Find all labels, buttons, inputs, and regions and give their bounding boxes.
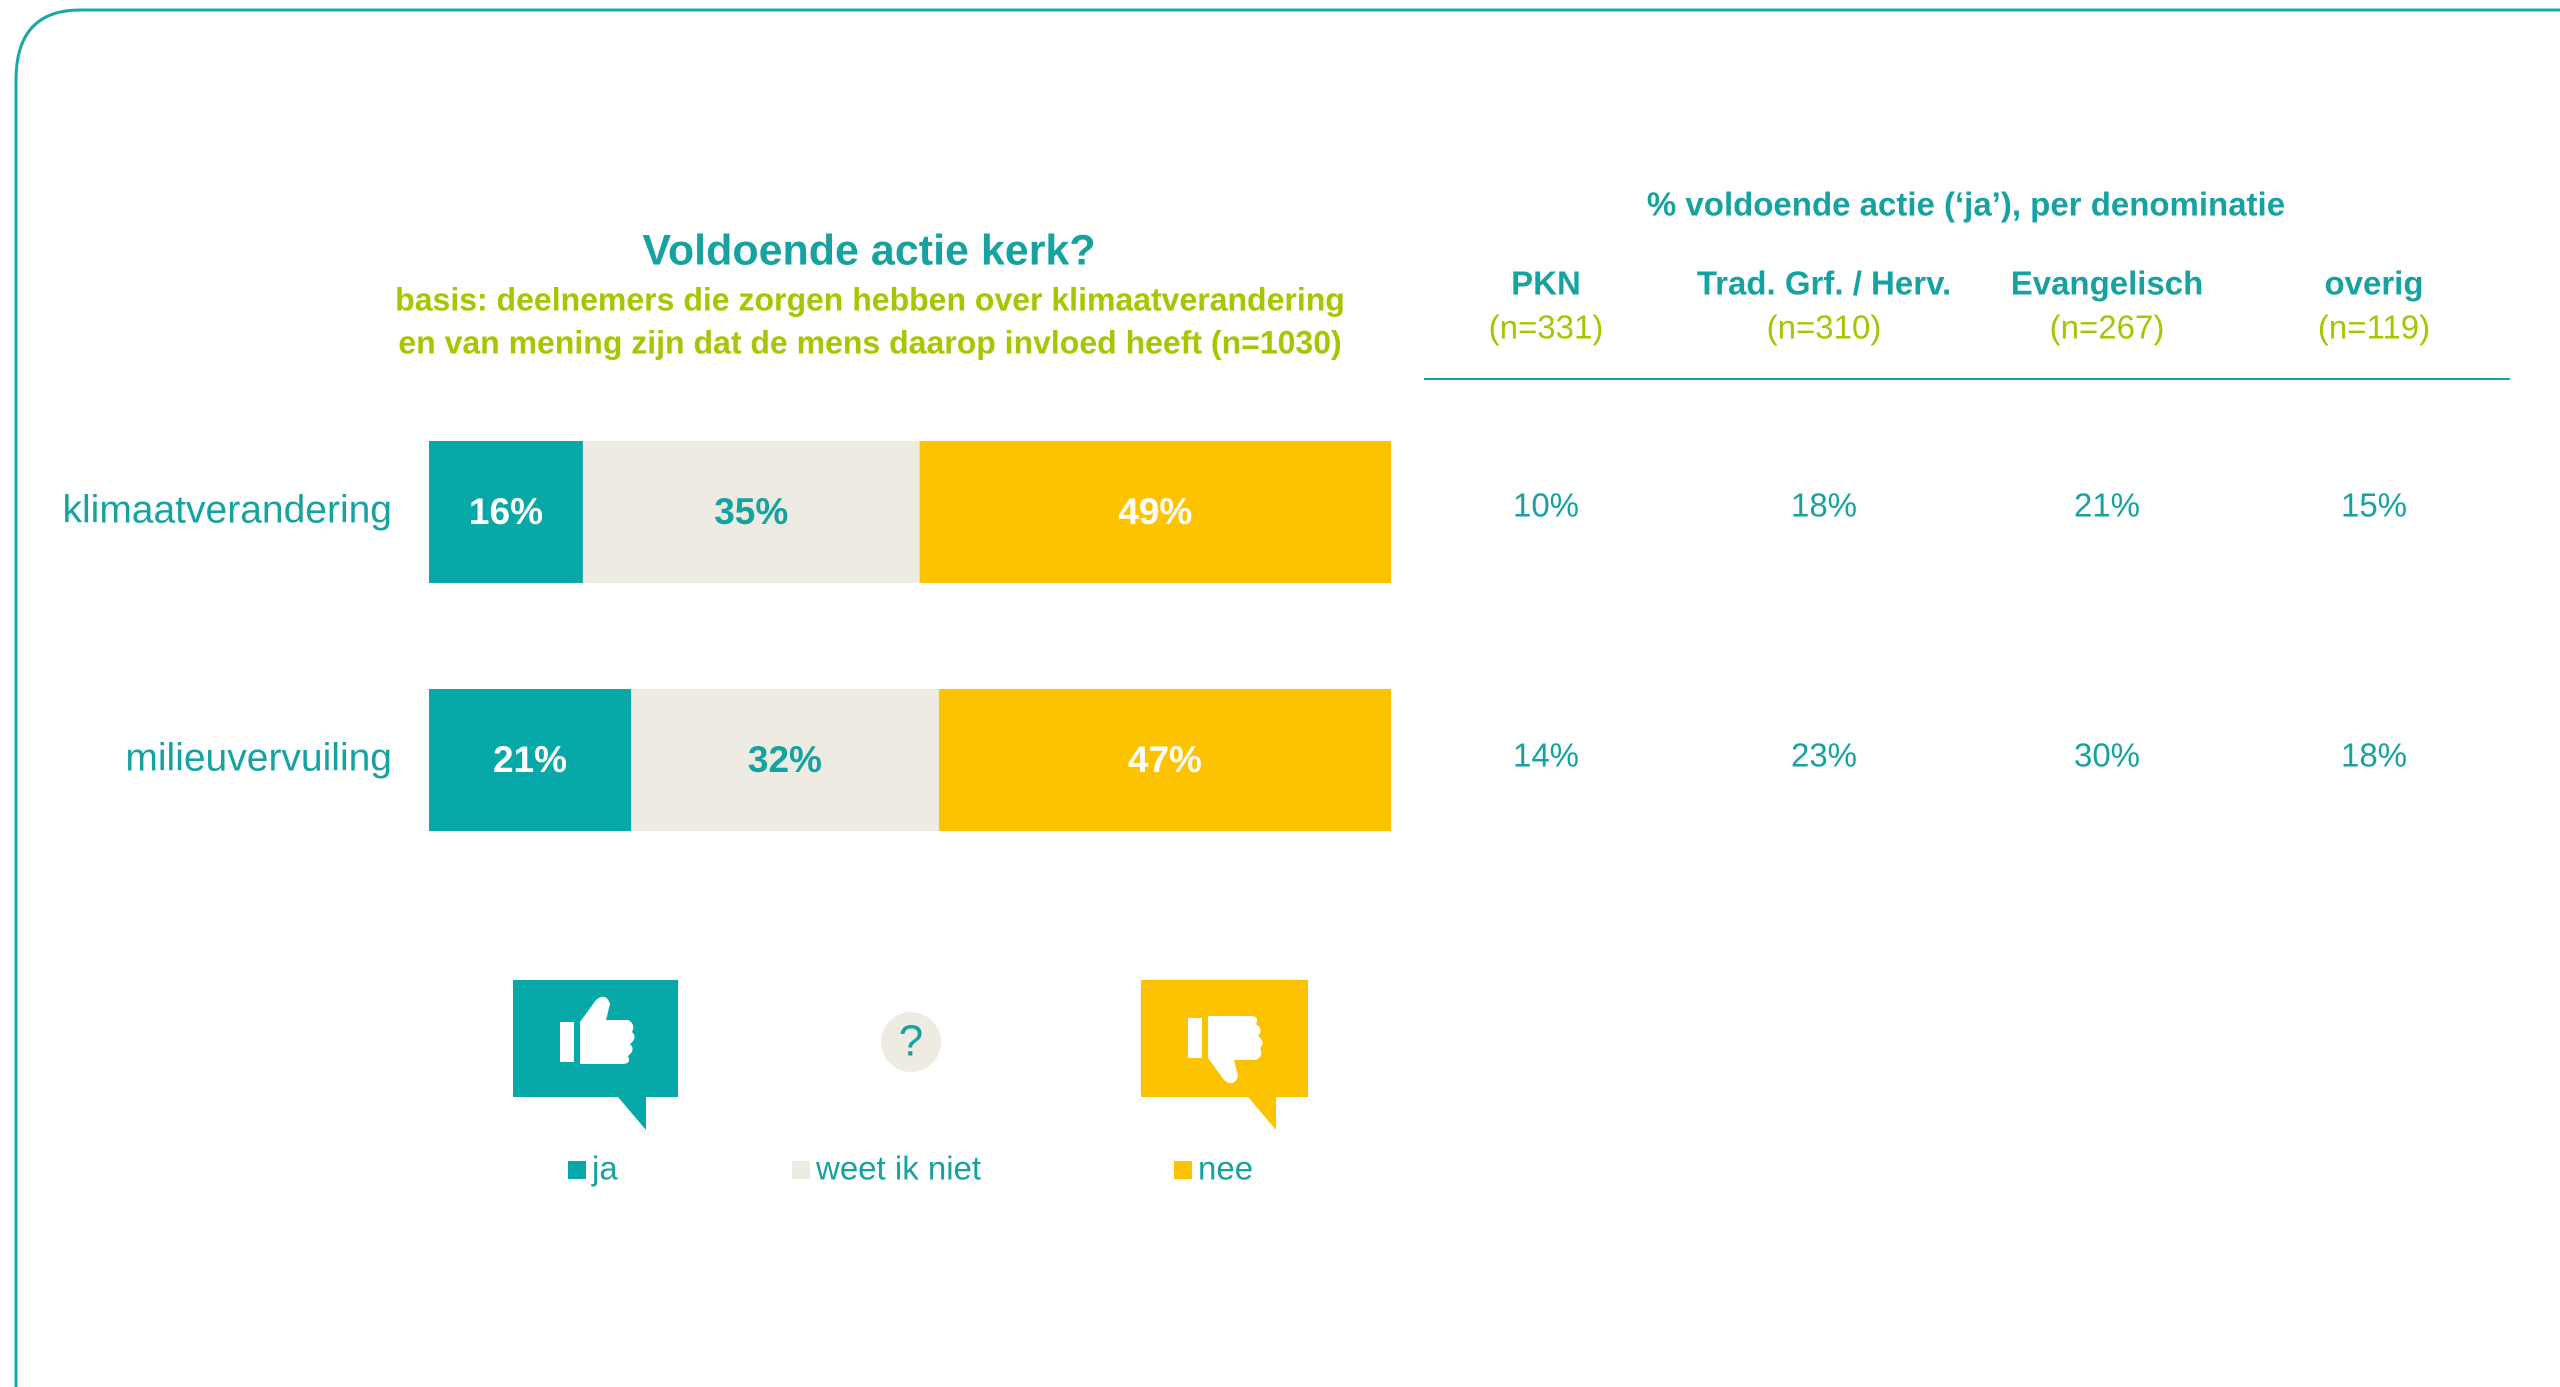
table-cell: 21% <box>2074 487 2140 524</box>
chart-subtitle: basis: deelnemers die zorgen hebben over… <box>395 281 1345 317</box>
category-label: klimaatverandering <box>62 488 392 531</box>
column-n: (n=331) <box>1489 309 1604 346</box>
column-n: (n=310) <box>1767 309 1882 346</box>
table-cell: 14% <box>1513 737 1579 774</box>
column-n: (n=119) <box>2318 309 2430 346</box>
column-header: overig <box>2324 265 2423 302</box>
legend-swatch <box>568 1161 586 1179</box>
value-label: 16% <box>469 491 543 532</box>
bar-segment <box>631 689 939 831</box>
bar-segment <box>429 441 583 583</box>
table-title: % voldoende actie (‘ja’), per denominati… <box>1647 186 2285 223</box>
legend-label: ja <box>591 1150 618 1187</box>
value-label: 47% <box>1128 739 1202 780</box>
column-header: PKN <box>1511 265 1581 302</box>
column-header: Trad. Grf. / Herv. <box>1697 265 1951 302</box>
table-cell: 23% <box>1791 737 1857 774</box>
table-cell: 18% <box>1791 487 1857 524</box>
value-label: 35% <box>714 491 788 532</box>
bar-segment <box>582 441 920 583</box>
chart-subtitle: en van mening zijn dat de mens daarop in… <box>398 324 1341 360</box>
table-cell: 30% <box>2074 737 2140 774</box>
chart-title: Voldoende actie kerk? <box>642 226 1095 274</box>
legend-label: nee <box>1198 1150 1253 1187</box>
column-header: Evangelisch <box>2011 265 2204 302</box>
bar-segment <box>429 689 632 831</box>
bar-segment <box>919 441 1391 583</box>
legend-swatch <box>792 1161 810 1179</box>
thumbs-down-icon <box>1141 980 1308 1130</box>
table-cell: 15% <box>2341 487 2407 524</box>
value-label: 32% <box>748 739 822 780</box>
legend-label: weet ik niet <box>815 1150 981 1187</box>
thumbs-up-icon <box>513 980 678 1130</box>
category-label: milieuvervuiling <box>125 736 392 779</box>
legend-swatch <box>1174 1161 1192 1179</box>
frame <box>14 8 2560 1387</box>
bar-segment <box>938 689 1391 831</box>
column-n: (n=267) <box>2050 309 2165 346</box>
svg-text:?: ? <box>899 1017 923 1066</box>
value-label: 49% <box>1118 491 1192 532</box>
value-label: 21% <box>493 739 567 780</box>
table-cell: 18% <box>2341 737 2407 774</box>
question-icon: ? <box>881 1012 941 1072</box>
table-cell: 10% <box>1513 487 1579 524</box>
